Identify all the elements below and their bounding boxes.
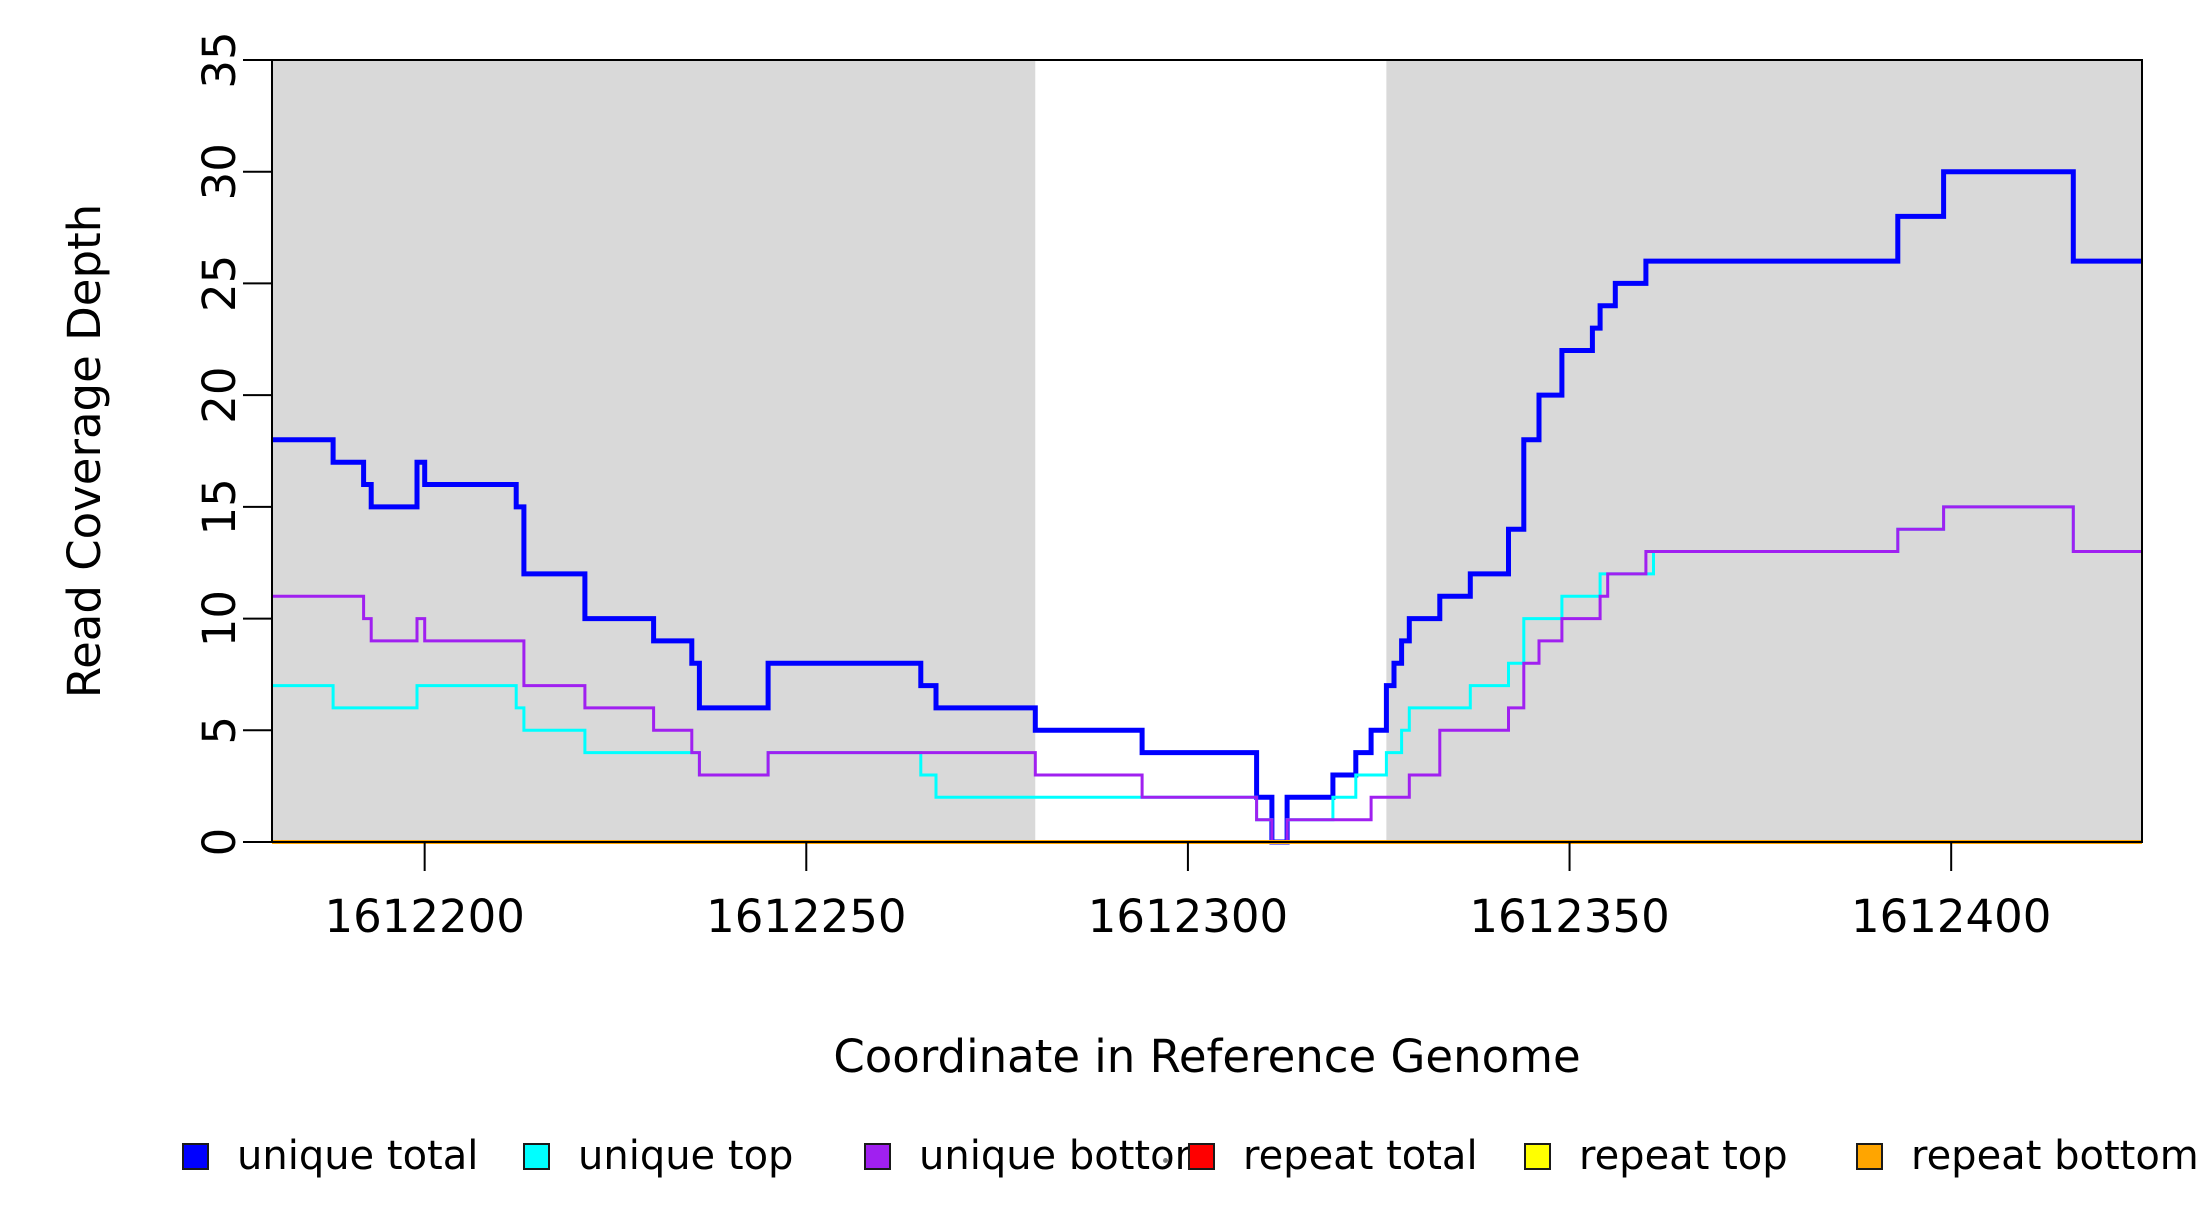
series-unique-total	[272, 169, 2142, 845]
plot-border	[271, 59, 2143, 843]
legend-label: unique total	[237, 1133, 479, 1179]
legend-label: unique bottom	[919, 1133, 1214, 1179]
shaded-bands	[272, 60, 2142, 842]
y-tick-label: 5	[193, 716, 246, 745]
legend-item-unique-top: unique top	[523, 1128, 793, 1184]
legend-label: unique top	[578, 1133, 794, 1179]
stray-dot	[1163, 1158, 1168, 1163]
legend-swatch-repeat-total	[1188, 1142, 1215, 1170]
y-tick-label: 15	[193, 478, 246, 535]
y-tick-label: 25	[193, 255, 246, 312]
x-tick-label: 1612300	[1088, 890, 1288, 943]
legend-item-repeat-top: repeat top	[1524, 1128, 1788, 1184]
legend-item-repeat-total: repeat total	[1188, 1128, 1478, 1184]
x-tick-label: 1612200	[324, 890, 524, 943]
legend-item-unique-total: unique total	[182, 1128, 478, 1184]
legend-item-unique-bottom: unique bottom	[864, 1128, 1214, 1184]
x-axis-title: Coordinate in Reference Genome	[833, 1030, 1580, 1083]
axis-ticks: 1612200 1612250 1612300 1612350 1612400 0 5 10 1…	[193, 31, 2051, 943]
y-tick-label: 0	[193, 828, 246, 857]
legend: unique total unique top unique bottom repea…	[0, 1128, 2200, 1208]
x-tick-label: 1612250	[706, 890, 906, 943]
background-band	[1386, 60, 2142, 842]
legend-item-repeat-bottom: repeat bottom	[1856, 1128, 2199, 1184]
y-tick-label: 30	[193, 143, 246, 200]
legend-swatch-repeat-top	[1524, 1142, 1551, 1170]
legend-label: repeat total	[1243, 1133, 1478, 1179]
y-tick-label: 10	[193, 590, 246, 647]
y-axis-title: Read Coverage Depth	[58, 204, 111, 698]
legend-label: repeat top	[1579, 1133, 1788, 1179]
legend-swatch-repeat-bottom	[1856, 1142, 1883, 1170]
x-tick-label: 1612350	[1469, 890, 1669, 943]
legend-swatch-unique-total	[182, 1142, 209, 1170]
y-tick-label: 20	[193, 367, 246, 424]
y-tick-label: 35	[193, 31, 246, 88]
legend-label: repeat bottom	[1911, 1133, 2199, 1179]
legend-swatch-unique-top	[523, 1142, 550, 1170]
x-tick-label: 1612400	[1851, 890, 2051, 943]
legend-swatch-unique-bottom	[864, 1142, 891, 1170]
